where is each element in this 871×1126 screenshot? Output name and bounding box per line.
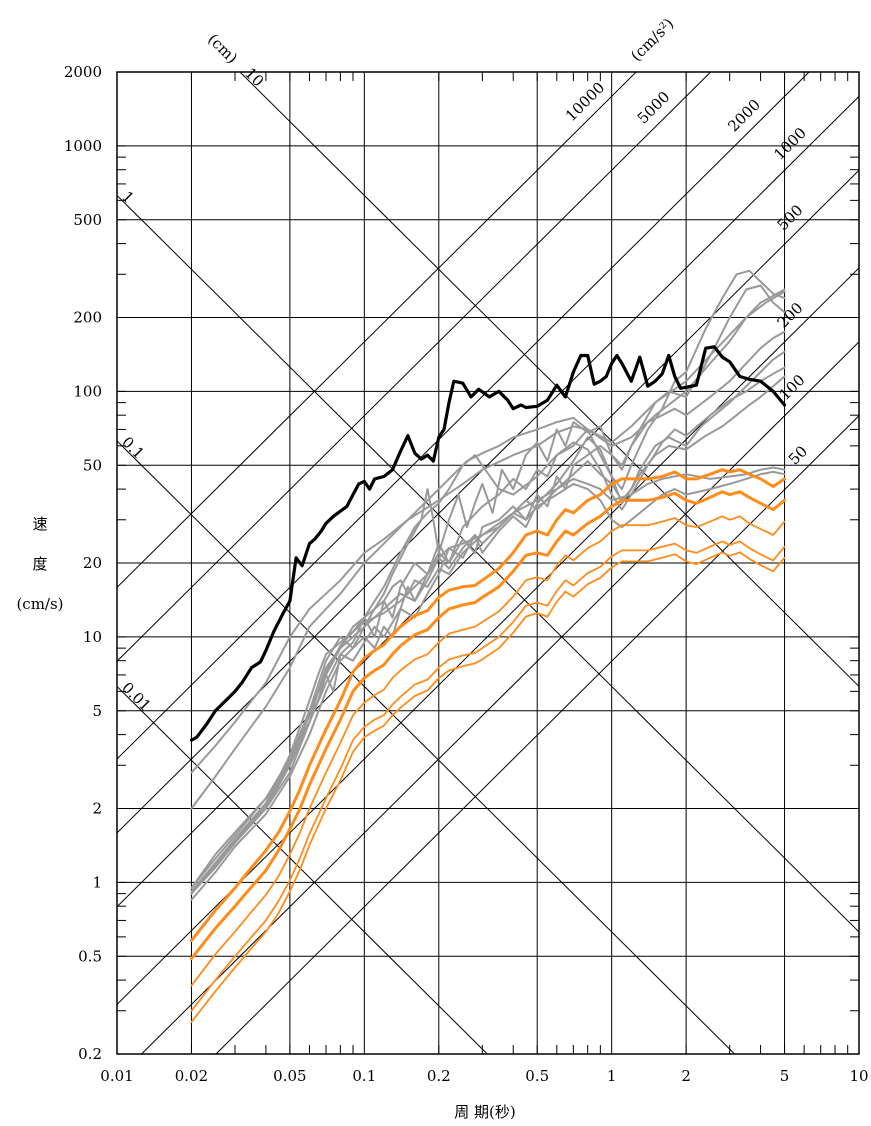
spectrum-series-line: [190, 466, 786, 893]
constant-acceleration-line: [215, 415, 860, 1055]
x-tick-label: 5: [780, 1067, 790, 1085]
spectrum-series-line: [190, 490, 786, 960]
spectrum-series-line: [190, 284, 786, 895]
displacement-line-label: 1: [118, 188, 137, 207]
y-tick-label: 1000: [64, 137, 102, 155]
x-tick-label: 2: [681, 1067, 691, 1085]
y-tick-label: 0.2: [78, 1045, 102, 1063]
tripartite-diagonal-lines: [116, 71, 860, 1055]
constant-acceleration-line: [141, 341, 860, 1055]
y-tick-label: 50: [83, 456, 102, 474]
acceleration-line-label: 1000: [770, 124, 810, 164]
x-tick-label: 0.01: [100, 1067, 133, 1085]
constant-acceleration-line: [116, 71, 810, 760]
constant-displacement-line: [116, 440, 735, 1055]
y-axis-title-line3: (cm/s): [16, 595, 63, 613]
y-tick-label: 10: [83, 628, 102, 646]
spectrum-series-line: [190, 515, 786, 987]
spectrum-series-line: [190, 269, 786, 889]
constant-displacement-line: [116, 195, 860, 933]
spectrum-series-line: [190, 470, 786, 895]
x-tick-label: 10: [849, 1067, 868, 1085]
acceleration-line-label: 5000: [634, 88, 674, 128]
x-tick-label: 1: [607, 1067, 617, 1085]
displacement-line-label: 0.1: [118, 433, 148, 463]
acceleration-unit-label: (cm/s²): [627, 15, 677, 65]
x-tick-label: 0.1: [352, 1067, 376, 1085]
x-tick-labels: 0.01 0.02 0.05 0.1 0.2 0.5 1 2 5 10: [100, 1067, 868, 1085]
x-tick-label: 0.05: [273, 1067, 306, 1085]
y-tick-labels: 0.2 0.5 1 2 5 10 20 50 100 200 500 1000 2000: [64, 63, 102, 1063]
acceleration-line-label: 200: [774, 299, 807, 332]
y-tick-label: 500: [73, 211, 102, 229]
y-axis-title-line1: 速: [32, 515, 47, 533]
spectrum-series-line: [189, 345, 787, 742]
spectrum-series-line: [190, 290, 786, 810]
x-tick-label: 0.5: [525, 1067, 549, 1085]
acceleration-line-label: 50: [785, 442, 811, 468]
acceleration-line-label: 2000: [724, 96, 764, 136]
x-tick-label: 0.02: [175, 1067, 208, 1085]
constant-acceleration-line: [116, 96, 860, 834]
y-tick-label: 2: [92, 800, 102, 818]
y-tick-label: 2000: [64, 63, 102, 81]
constant-displacement-line: [239, 71, 860, 687]
spectrum-series-line: [190, 551, 786, 1023]
spectrum-series-line: [190, 350, 786, 889]
y-tick-label: 0.5: [78, 947, 102, 965]
x-axis-title: 周 期(秒): [454, 1103, 515, 1121]
constant-acceleration-line: [116, 71, 637, 588]
y-tick-label: 100: [73, 382, 102, 400]
y-tick-label: 200: [73, 309, 102, 327]
x-tick-label: 0.2: [427, 1067, 451, 1085]
series-lines: [189, 269, 787, 1023]
displacement-unit-label: (cm): [204, 30, 241, 67]
acceleration-line-label: 500: [774, 201, 807, 234]
spectrum-series-line: [190, 468, 786, 942]
spectrum-series-line: [190, 540, 786, 1012]
spectrum-series-line: [190, 366, 786, 901]
minor-ticks: [117, 72, 859, 1054]
y-axis-title-line2: 度: [32, 555, 47, 573]
displacement-line-label: 10: [241, 64, 267, 90]
constant-displacement-line: [116, 686, 488, 1055]
displacement-line-label: 0.01: [118, 679, 154, 715]
y-tick-label: 1: [92, 873, 102, 891]
y-tick-label: 20: [83, 554, 102, 572]
spectrum-series-line: [190, 375, 786, 895]
y-tick-label: 5: [92, 702, 102, 720]
constant-acceleration-line: [116, 71, 712, 662]
acceleration-line-label: 10000: [562, 78, 608, 124]
